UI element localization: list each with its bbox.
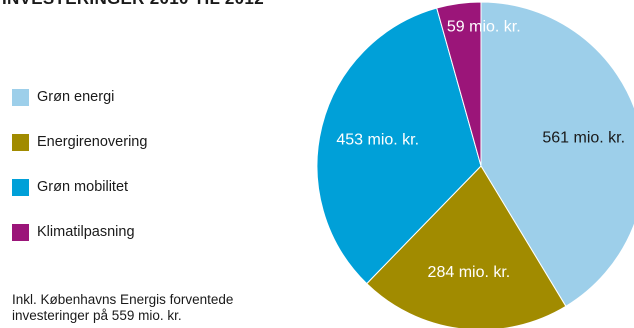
- legend-item-groen-energi: Grøn energi: [12, 86, 147, 108]
- legend-item-groen-mobilitet: Grøn mobilitet: [12, 176, 147, 198]
- data-label: 453 mio. kr.: [336, 132, 419, 149]
- data-label: 284 mio. kr.: [428, 264, 511, 281]
- legend-label: Grøn energi: [37, 89, 115, 105]
- legend-item-klimatilpasning: Klimatilpasning: [12, 221, 147, 243]
- legend-swatch: [12, 88, 29, 106]
- footnote-line: investeringer på 559 mio. kr.: [12, 308, 182, 323]
- slice-groen-mobilitet: [316, 7, 482, 285]
- data-label: 59 mio. kr.: [447, 18, 521, 35]
- slice-groen-energi: [480, 1, 634, 308]
- slice-klimatilpasning: [436, 1, 482, 167]
- data-label: 561 mio. kr.: [542, 129, 625, 146]
- legend-label: Grøn mobilitet: [37, 179, 129, 195]
- legend-swatch: [12, 178, 29, 196]
- legend-label: Klimatilpasning: [37, 224, 135, 240]
- legend-item-energirenovering: Energirenovering: [12, 131, 147, 153]
- legend: Grøn energi Energirenovering Grøn mobili…: [12, 86, 147, 266]
- footnote-line: Inkl. Københavns Energis forventede: [12, 292, 234, 307]
- legend-swatch: [12, 223, 29, 241]
- legend-swatch: [12, 133, 29, 151]
- slice-energirenovering: [366, 165, 567, 328]
- footnote: Inkl. Københavns Energis forventede inve…: [12, 292, 233, 324]
- chart-title: INVESTERINGER 2010 TIL 2012: [2, 0, 264, 9]
- legend-label: Energirenovering: [37, 134, 148, 150]
